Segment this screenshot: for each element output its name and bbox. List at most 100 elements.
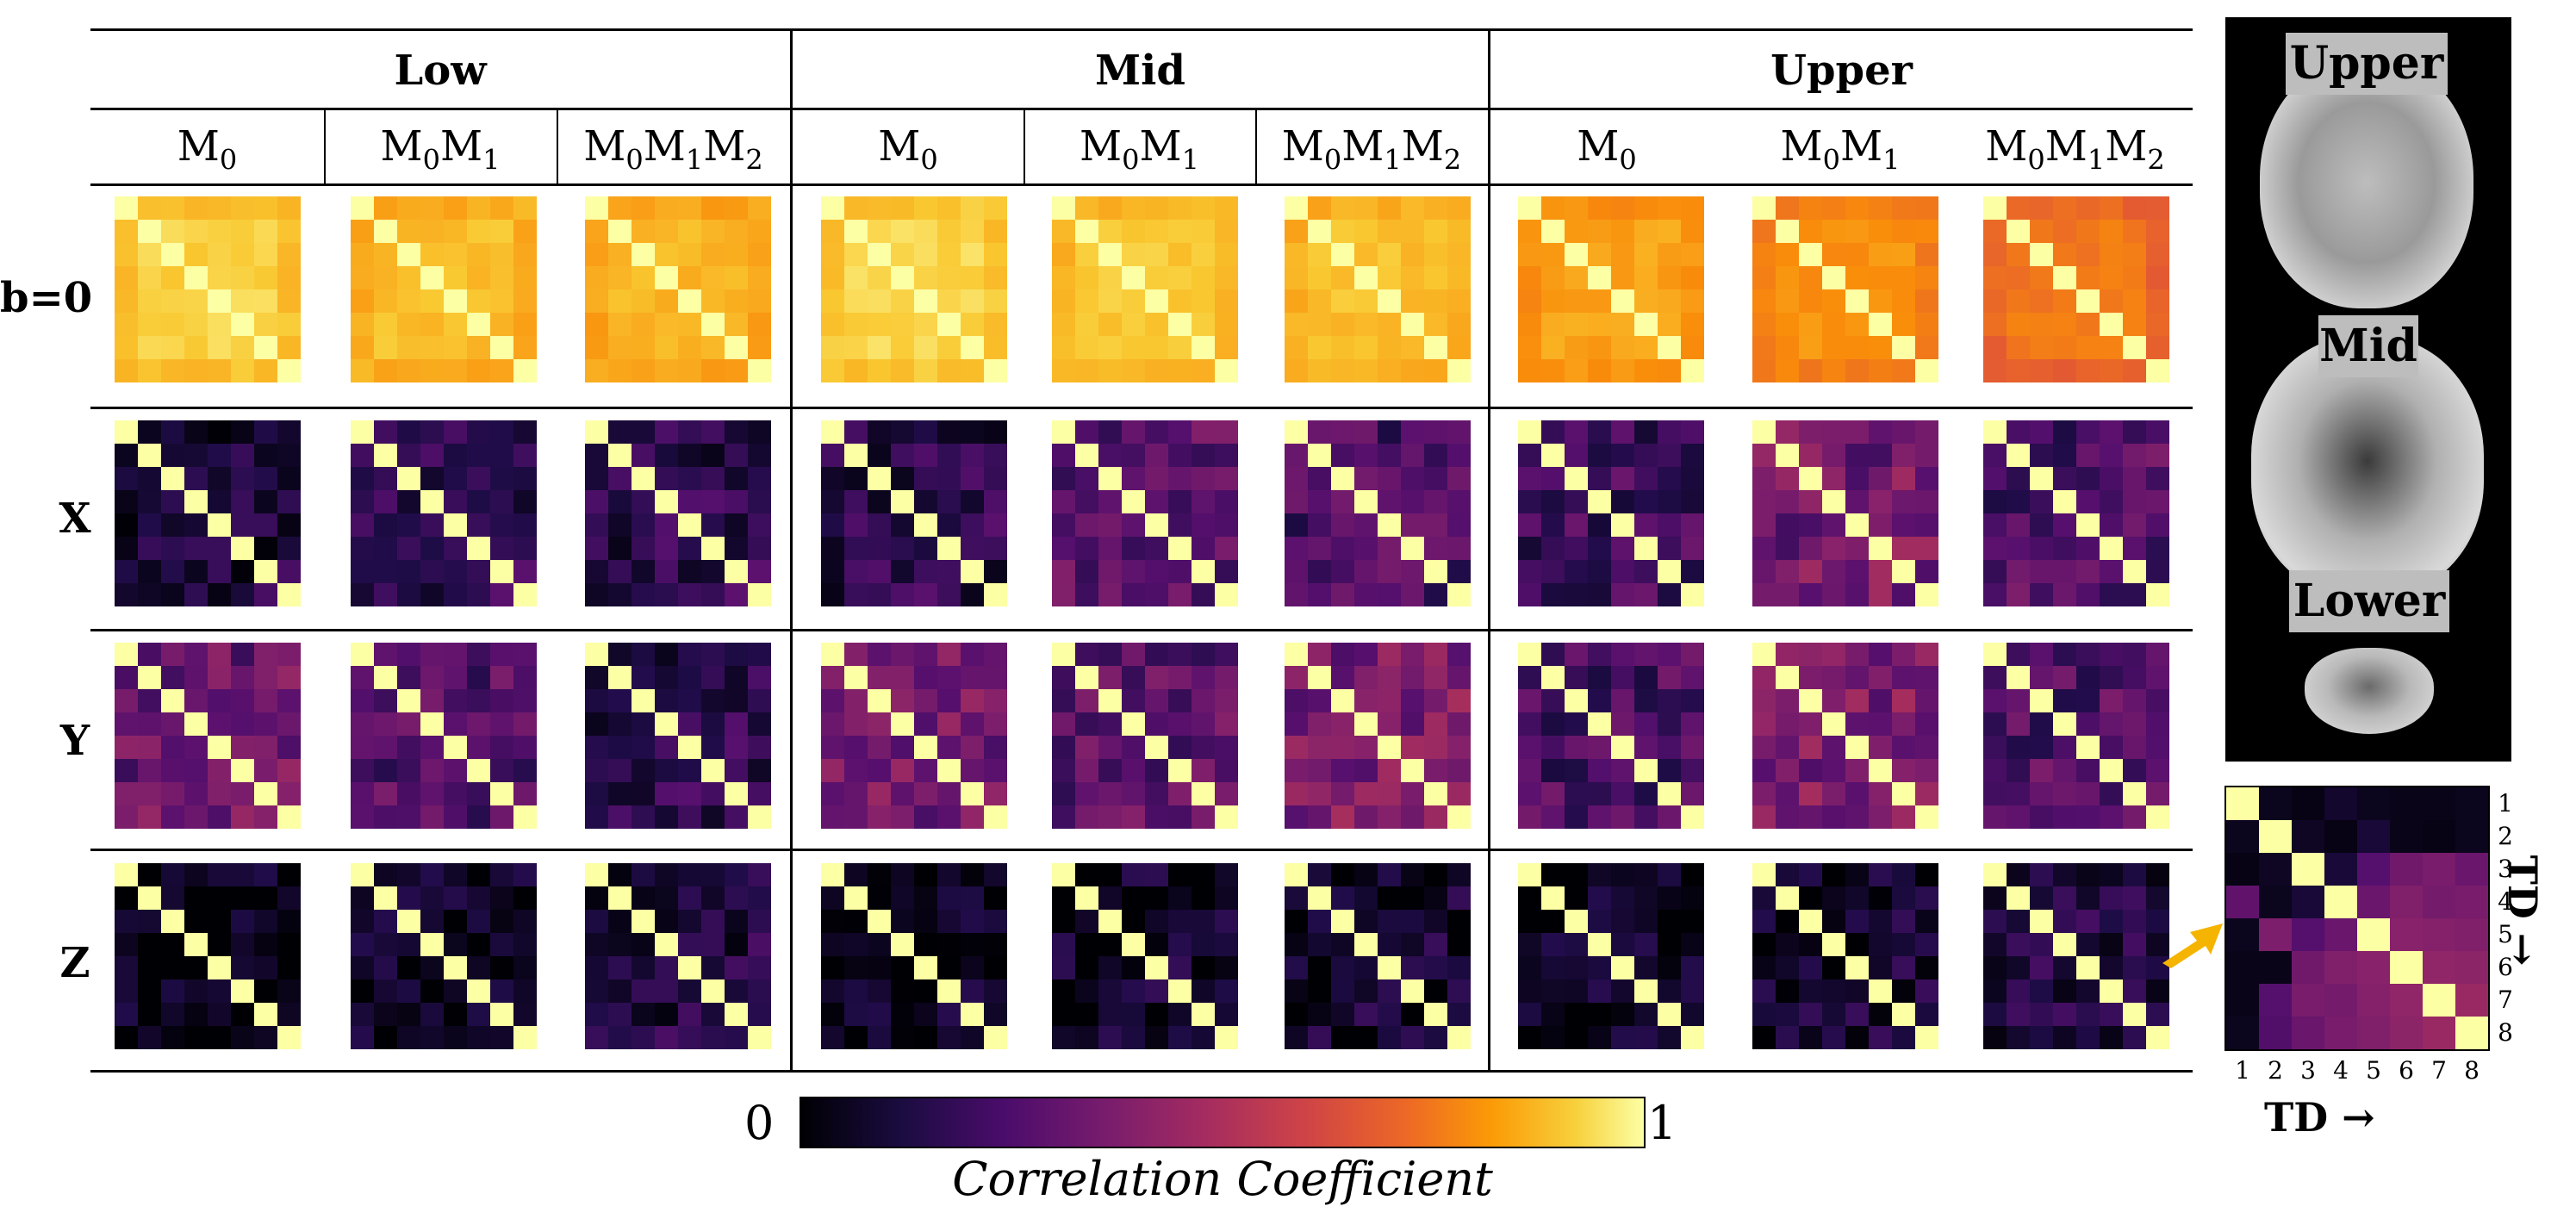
matrix-cell — [467, 1003, 490, 1026]
matrix-cell — [2146, 863, 2169, 886]
matrix-cell — [1052, 643, 1075, 666]
matrix-cell — [701, 490, 725, 513]
matrix-cell — [844, 643, 868, 666]
matrix-cell — [1983, 336, 2007, 359]
matrix-cell — [1588, 313, 1611, 336]
matrix-cell — [1192, 220, 1215, 243]
matrix-cell — [937, 313, 961, 336]
matrix-cell — [467, 782, 490, 805]
matrix-cell — [351, 490, 374, 513]
matrix-cell — [1518, 736, 1541, 759]
matrix-cell — [1822, 643, 1845, 666]
matrix-cell — [1611, 467, 1634, 490]
matrix-cell — [868, 689, 891, 712]
matrix-cell — [1518, 266, 1541, 289]
matrix-cell — [2030, 689, 2053, 712]
matrix-cell — [2007, 805, 2030, 829]
matrix-cell — [351, 910, 374, 933]
matrix-cell — [1845, 560, 1869, 583]
col-divider — [1024, 108, 1025, 185]
matrix-cell — [231, 490, 254, 513]
matrix-cell — [1331, 467, 1354, 490]
matrix-cell — [1799, 220, 1822, 243]
matrix-cell — [891, 979, 914, 1003]
matrix-cell — [231, 1003, 254, 1026]
matrix-cell — [1658, 289, 1681, 313]
matrix-cell — [397, 266, 420, 289]
matrix-cell — [1215, 643, 1238, 666]
inset-matrix-cell — [2390, 787, 2423, 820]
matrix-cell — [868, 359, 891, 382]
matrix-cell — [1752, 444, 1776, 467]
matrix-cell — [208, 420, 231, 444]
matrix-cell — [1822, 759, 1845, 782]
matrix-cell — [937, 759, 961, 782]
matrix-cell — [701, 736, 725, 759]
matrix-cell — [1565, 689, 1588, 712]
matrix-cell — [914, 243, 937, 266]
matrix-cell — [2030, 444, 2053, 467]
matrix-cell — [1424, 1026, 1447, 1049]
matrix-cell — [891, 313, 914, 336]
matrix-cell — [161, 513, 184, 537]
matrix-cell — [1845, 933, 1869, 956]
matrix-cell — [725, 289, 748, 313]
matrix-cell — [420, 537, 444, 560]
matrix-cell — [1799, 805, 1822, 829]
matrix-cell — [1215, 266, 1238, 289]
matrix-cell — [1822, 979, 1845, 1003]
matrix-cell — [1447, 467, 1471, 490]
matrix-cell — [961, 196, 984, 220]
matrix-cell — [1869, 196, 1892, 220]
matrix-cell — [184, 1003, 208, 1026]
matrix-cell — [231, 933, 254, 956]
matrix-cell — [420, 736, 444, 759]
matrix-cell — [678, 736, 701, 759]
matrix-cell — [2007, 583, 2030, 606]
matrix-cell — [1541, 886, 1565, 910]
matrix-cell — [1447, 359, 1471, 382]
inset-y-tick: 6 — [2498, 953, 2513, 981]
matrix-cell — [351, 196, 374, 220]
matrix-cell — [467, 933, 490, 956]
matrix-cell — [374, 336, 397, 359]
matrix-cell — [1983, 666, 2007, 689]
matrix-cell — [254, 266, 277, 289]
matrix-cell — [2076, 359, 2100, 382]
matrix-cell — [2076, 537, 2100, 560]
matrix-cell — [2146, 782, 2169, 805]
matrix-cell — [748, 220, 771, 243]
matrix-cell — [1845, 467, 1869, 490]
matrix-cell — [608, 1003, 632, 1026]
matrix-cell — [444, 782, 467, 805]
matrix-cell — [2030, 513, 2053, 537]
matrix-cell — [467, 736, 490, 759]
matrix-cell — [1168, 712, 1192, 736]
matrix-cell — [961, 359, 984, 382]
matrix-cell — [984, 313, 1007, 336]
matrix-cell — [1354, 805, 1378, 829]
matrix-cell — [1401, 956, 1424, 979]
matrix-cell — [2076, 220, 2100, 243]
matrix-cell — [655, 979, 678, 1003]
matrix-cell — [1424, 583, 1447, 606]
matrix-cell — [914, 805, 937, 829]
matrix-cell — [1285, 712, 1308, 736]
matrix-cell — [984, 243, 1007, 266]
matrix-cell — [914, 583, 937, 606]
matrix-cell — [1145, 537, 1168, 560]
matrix-cell — [1145, 759, 1168, 782]
matrix-cell — [1075, 736, 1098, 759]
matrix-cell — [1869, 1026, 1892, 1049]
matrix-cell — [1541, 1003, 1565, 1026]
matrix-cell — [208, 933, 231, 956]
matrix-cell — [2123, 583, 2146, 606]
matrix-cell — [397, 444, 420, 467]
matrix-cell — [184, 513, 208, 537]
matrix-cell — [1447, 490, 1471, 513]
matrix-cell — [1799, 196, 1822, 220]
matrix-cell — [1285, 910, 1308, 933]
matrix-cell — [2123, 1026, 2146, 1049]
matrix-cell — [1075, 196, 1098, 220]
matrix-cell — [513, 420, 537, 444]
